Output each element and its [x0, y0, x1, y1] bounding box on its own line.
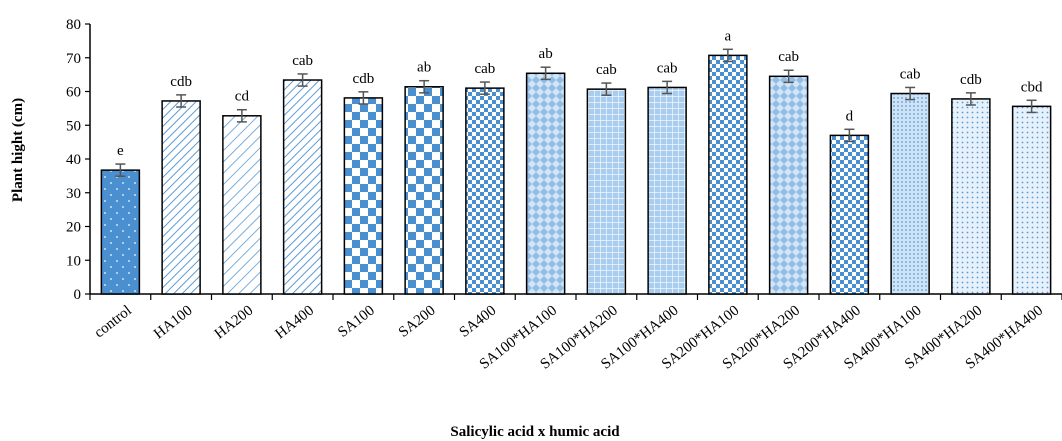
category-label: HA400: [272, 303, 317, 343]
bar: [465, 87, 505, 295]
category-label: SA200: [396, 303, 439, 341]
plot-area: 0 10 20 30 40 50 60 70 80 e control cdb HA100 cd HA200…: [66, 17, 1062, 373]
bar: [708, 54, 748, 295]
bar: [951, 98, 991, 295]
bar: [282, 79, 323, 295]
data-label: cab: [596, 62, 617, 78]
data-label: cab: [778, 49, 799, 65]
bar: [404, 86, 444, 295]
bar: [100, 169, 141, 295]
y-axis-title: Plant hight (cm): [10, 98, 26, 202]
data-label: a: [725, 28, 732, 44]
category-label: SA400: [457, 303, 500, 341]
category-label: control: [91, 303, 134, 342]
x-axis-title: Salicylic acid x humic acid: [450, 424, 620, 440]
data-label: cdb: [170, 74, 192, 90]
category-label: SA100: [335, 303, 378, 341]
data-label: d: [846, 108, 854, 124]
data-label: cdb: [353, 71, 375, 87]
y-tick-label: 20: [66, 220, 81, 236]
bar: [161, 100, 201, 295]
bar: [890, 92, 930, 295]
bar: [343, 97, 384, 295]
bar: [586, 88, 627, 295]
data-label: cdb: [960, 72, 982, 88]
bar: [525, 72, 566, 295]
y-tick-label: 50: [66, 118, 81, 134]
y-tick-label: 60: [66, 85, 81, 101]
data-label: ab: [539, 46, 553, 62]
data-label: cbd: [1021, 79, 1043, 95]
bar: [1011, 105, 1052, 295]
bar: [222, 115, 262, 295]
category-label: HA200: [212, 303, 257, 343]
y-tick-label: 0: [74, 287, 82, 303]
category-label: HA100: [151, 303, 196, 343]
bar: [647, 86, 687, 295]
data-label: e: [117, 143, 124, 159]
data-label: cab: [474, 61, 495, 77]
bar: [768, 75, 809, 295]
data-label: ab: [417, 60, 431, 76]
data-label: cab: [292, 53, 313, 69]
y-tick-label: 30: [66, 186, 81, 202]
data-label: cd: [235, 89, 250, 105]
y-tick-label: 40: [66, 152, 81, 168]
y-tick-label: 10: [66, 253, 81, 269]
y-tick-label: 70: [66, 51, 81, 67]
data-label: cab: [900, 66, 921, 82]
bar: [829, 134, 870, 295]
data-label: cab: [657, 60, 678, 76]
y-tick-label: 80: [66, 17, 81, 33]
